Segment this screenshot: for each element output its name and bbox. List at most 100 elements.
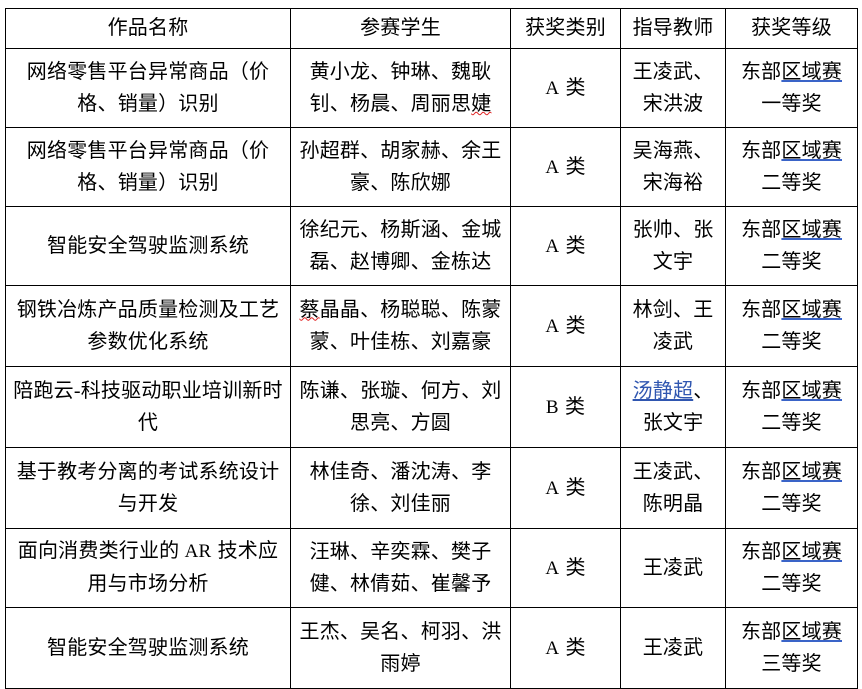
category-suffix: 类 — [565, 155, 586, 178]
cell-students: 徐纪元、杨斯涵、金城磊、赵博卿、金栋达 — [290, 206, 511, 286]
table-header-row: 作品名称 参赛学生 获奖类别 指导教师 获奖等级 — [5, 8, 858, 49]
cell-teacher: 王凌武、陈明晶 — [620, 447, 726, 529]
level-suffix: 二等奖 — [761, 331, 822, 353]
cell-title: 面向消费类行业的 AR 技术应用与市场分析 — [5, 528, 291, 608]
teacher-text: 吴海燕、宋海裕 — [632, 139, 714, 194]
level-prefix: 东部 — [740, 218, 782, 241]
column-header-category: 获奖类别 — [510, 8, 621, 49]
cell-title: 智能安全驾驶监测系统 — [5, 206, 291, 286]
category-letter: A — [545, 637, 560, 659]
level-link[interactable]: 区域赛 — [781, 460, 842, 483]
category-letter: A — [545, 77, 560, 99]
level-link[interactable]: 区域赛 — [781, 218, 842, 241]
level-link[interactable]: 区域赛 — [781, 620, 842, 643]
level-link[interactable]: 区域赛 — [781, 60, 842, 83]
cell-category: A 类 — [510, 607, 621, 689]
level-suffix: 二等奖 — [761, 412, 822, 434]
cell-students: 蔡晶晶、杨聪聪、陈蒙蒙、叶佳栋、刘嘉豪 — [290, 285, 511, 367]
title-text: 智能安全驾驶监测系统 — [47, 636, 249, 659]
cell-title: 基于教考分离的考试系统设计与开发 — [5, 447, 291, 529]
cell-level: 东部区域赛二等奖 — [725, 206, 858, 286]
teacher-text: 汤静超、张文宇 — [627, 375, 719, 440]
cell-level: 东部区域赛二等奖 — [725, 528, 858, 608]
category-letter: A — [545, 315, 560, 337]
cell-category: A 类 — [510, 127, 621, 207]
table-row: 基于教考分离的考试系统设计与开发 林佳奇、潘沈涛、李徐、刘佳丽 A 类王凌武、陈明晶… — [5, 447, 858, 529]
level-text: 东部区域赛二等奖 — [732, 456, 851, 521]
category-letter: B — [545, 396, 559, 418]
category-text: A 类 — [517, 310, 614, 343]
teacher-link[interactable]: 汤静超 — [632, 379, 694, 402]
teacher-rest: 、张文宇 — [642, 379, 714, 434]
cell-category: A 类 — [510, 447, 621, 529]
category-text: A 类 — [517, 72, 614, 105]
level-suffix: 二等奖 — [761, 573, 822, 595]
cell-category: A 类 — [510, 206, 621, 286]
cell-students: 汪琳、辛奕霖、樊子健、林倩茹、崔馨予 — [290, 528, 511, 608]
level-prefix: 东部 — [740, 540, 782, 563]
table-row: 智能安全驾驶监测系统 王杰、吴名、柯羽、洪雨婷 A 类 王凌武 东部区域赛三等奖 — [5, 607, 858, 689]
teacher-text: 王凌武、陈明晶 — [632, 460, 714, 515]
category-letter: A — [545, 235, 560, 257]
cell-teacher: 王凌武 — [620, 528, 726, 608]
title-part-pre: 面向消费类行业的 — [17, 540, 185, 563]
level-suffix: 二等奖 — [761, 493, 822, 515]
students-text: 徐纪元、杨斯涵、金城磊、赵博卿、金栋达 — [299, 218, 502, 273]
category-text: A 类 — [517, 632, 614, 665]
category-suffix: 类 — [565, 556, 586, 579]
level-link[interactable]: 区域赛 — [781, 540, 842, 563]
table-row: 陪跑云-科技驱动职业培训新时代 陈谦、张璇、何方、刘思亮、方圆 B 类汤静超、张文宇… — [5, 366, 858, 448]
cell-teacher: 汤静超、张文宇 — [620, 366, 726, 448]
level-suffix: 二等奖 — [761, 172, 822, 194]
level-suffix: 一等奖 — [761, 93, 822, 115]
level-text: 东部区域赛二等奖 — [732, 375, 851, 440]
cell-title: 陪跑云-科技驱动职业培训新时代 — [5, 366, 291, 448]
level-link[interactable]: 区域赛 — [781, 139, 842, 162]
cell-level: 东部区域赛三等奖 — [725, 607, 858, 689]
level-link[interactable]: 区域赛 — [781, 379, 842, 402]
teacher-text: 王凌武 — [642, 556, 704, 579]
table-row: 网络零售平台异常商品（价格、销量）识别 孙超群、胡家赫、余王豪、陈欣娜 A 类吴海燕… — [5, 127, 858, 207]
cell-students: 王杰、吴名、柯羽、洪雨婷 — [290, 607, 511, 689]
cell-students: 黄小龙、钟琳、魏耿钊、杨晨、周丽思婕 — [290, 48, 511, 128]
table-row: 面向消费类行业的 AR 技术应用与市场分析 汪琳、辛奕霖、樊子健、林倩茹、崔馨予 A… — [5, 528, 858, 608]
award-table: 作品名称 参赛学生 获奖类别 指导教师 获奖等级 网络零售平台异常商品（价格、销… — [5, 8, 858, 689]
students-text: 王杰、吴名、柯羽、洪雨婷 — [299, 620, 502, 675]
teacher-text: 王凌武、宋洪波 — [632, 60, 714, 115]
level-prefix: 东部 — [740, 298, 782, 321]
cell-teacher: 林剑、王凌武 — [620, 285, 726, 367]
category-text: A 类 — [517, 151, 614, 184]
level-text: 东部区域赛二等奖 — [732, 214, 851, 279]
cell-title: 钢铁冶炼产品质量检测及工艺参数优化系统 — [5, 285, 291, 367]
table-header: 作品名称 参赛学生 获奖类别 指导教师 获奖等级 — [5, 8, 858, 49]
level-link[interactable]: 区域赛 — [781, 298, 842, 321]
level-prefix: 东部 — [740, 60, 782, 83]
cell-teacher: 王凌武、宋洪波 — [620, 48, 726, 128]
cell-level: 东部区域赛二等奖 — [725, 366, 858, 448]
students-part-pre: 黄小龙、钟琳、魏耿钊、杨晨、周丽思 — [309, 60, 492, 115]
title-text: 钢铁冶炼产品质量检测及工艺参数优化系统 — [16, 298, 280, 353]
cell-level: 东部区域赛二等奖 — [725, 285, 858, 367]
column-header-title: 作品名称 — [5, 8, 291, 49]
level-text: 东部区域赛一等奖 — [732, 56, 851, 121]
teacher-text: 林剑、王凌武 — [632, 298, 714, 353]
cell-title: 网络零售平台异常商品（价格、销量）识别 — [5, 127, 291, 207]
cell-level: 东部区域赛二等奖 — [725, 127, 858, 207]
students-text: 蔡晶晶、杨聪聪、陈蒙蒙、叶佳栋、刘嘉豪 — [297, 294, 504, 359]
category-suffix: 类 — [565, 476, 586, 499]
level-text: 东部区域赛二等奖 — [732, 294, 851, 359]
level-suffix: 三等奖 — [761, 653, 822, 675]
table-row: 钢铁冶炼产品质量检测及工艺参数优化系统 蔡晶晶、杨聪聪、陈蒙蒙、叶佳栋、刘嘉豪 A … — [5, 285, 858, 367]
students-text: 黄小龙、钟琳、魏耿钊、杨晨、周丽思婕 — [297, 56, 504, 121]
teacher-text: 王凌武 — [642, 636, 704, 659]
category-text: B 类 — [517, 391, 614, 424]
cell-level: 东部区域赛二等奖 — [725, 447, 858, 529]
title-text: 面向消费类行业的 AR 技术应用与市场分析 — [12, 535, 284, 600]
table-row: 网络零售平台异常商品（价格、销量）识别 黄小龙、钟琳、魏耿钊、杨晨、周丽思婕 A 类… — [5, 48, 858, 128]
level-prefix: 东部 — [740, 460, 782, 483]
title-text: 陪跑云-科技驱动职业培训新时代 — [13, 379, 283, 434]
students-text: 陈谦、张璇、何方、刘思亮、方圆 — [299, 379, 502, 434]
level-text: 东部区域赛三等奖 — [732, 616, 851, 681]
cell-teacher: 张帅、张文宇 — [620, 206, 726, 286]
